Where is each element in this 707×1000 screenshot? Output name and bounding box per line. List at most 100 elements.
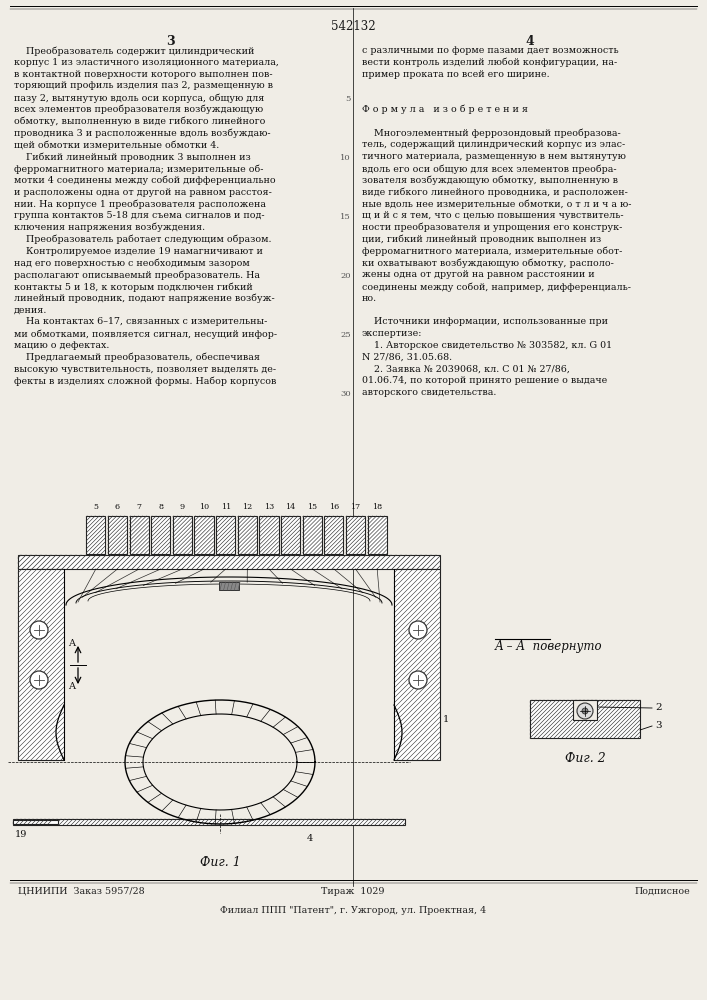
Bar [573, 700, 597, 720]
Text: Подписное: Подписное [634, 886, 690, 896]
Text: мотки 4 соединены между собой дифференциально: мотки 4 соединены между собой дифференци… [14, 176, 276, 185]
Text: вести контроль изделий любой конфигурации, на-: вести контроль изделий любой конфигураци… [362, 58, 617, 67]
Bar [281, 516, 300, 554]
Text: 8: 8 [158, 503, 163, 511]
Text: ми обмотками, появляется сигнал, несущий инфор-: ми обмотками, появляется сигнал, несущий… [14, 329, 277, 339]
Text: пазу 2, вытянутую вдоль оси корпуса, общую для: пазу 2, вытянутую вдоль оси корпуса, общ… [14, 93, 264, 103]
Text: Преобразователь работает следующим образом.: Преобразователь работает следующим образ… [14, 235, 271, 244]
Text: Источники информации, использованные при: Источники информации, использованные при [362, 317, 608, 326]
Text: Филиал ППП "Патент", г. Ужгород, ул. Проектная, 4: Филиал ППП "Патент", г. Ужгород, ул. Про… [220, 906, 486, 915]
Bar [151, 516, 170, 554]
Bar [530, 700, 640, 738]
Text: щей обмотки измерительные обмотки 4.: щей обмотки измерительные обмотки 4. [14, 140, 219, 150]
Text: Преобразователь содержит цилиндрический: Преобразователь содержит цилиндрический [14, 46, 255, 55]
Text: тичного материала, размещенную в нем вытянутую: тичного материала, размещенную в нем выт… [362, 152, 626, 161]
Bar [238, 516, 257, 554]
Text: располагают описываемый преобразователь. На: располагают описываемый преобразователь.… [14, 270, 260, 280]
Circle shape [409, 621, 427, 639]
Text: Ф о р м у л а   и з о б р е т е н и я: Ф о р м у л а и з о б р е т е н и я [362, 105, 528, 114]
Bar [368, 516, 387, 554]
Text: 10: 10 [199, 503, 209, 511]
Text: A: A [69, 639, 76, 648]
Bar [108, 516, 127, 554]
Text: 4: 4 [525, 35, 534, 48]
Text: тель, содержащий цилиндрический корпус из элас-: тель, содержащий цилиндрический корпус и… [362, 140, 625, 149]
Text: ЦНИИПИ  Заказ 5957/28: ЦНИИПИ Заказ 5957/28 [18, 886, 145, 896]
Circle shape [582, 708, 588, 714]
Circle shape [30, 621, 48, 639]
Text: авторского свидетельства.: авторского свидетельства. [362, 388, 496, 397]
Text: Фиг. 1: Фиг. 1 [199, 856, 240, 869]
Text: 25: 25 [340, 331, 351, 339]
Text: Предлагаемый преобразователь, обеспечивая: Предлагаемый преобразователь, обеспечива… [14, 353, 260, 362]
Text: 20: 20 [341, 272, 351, 280]
Text: ности преобразователя и упрощения его конструк-: ности преобразователя и упрощения его ко… [362, 223, 622, 232]
Text: корпус 1 из эластичного изоляционного материала,: корпус 1 из эластичного изоляционного ма… [14, 58, 279, 67]
Text: 30: 30 [340, 390, 351, 398]
Text: 13: 13 [264, 503, 274, 511]
Text: группа контактов 5-18 для съема сигналов и под-: группа контактов 5-18 для съема сигналов… [14, 211, 264, 220]
Text: экспертизе:: экспертизе: [362, 329, 423, 338]
Text: 4: 4 [307, 834, 313, 843]
Text: зователя возбуждающую обмотку, выполненную в: зователя возбуждающую обмотку, выполненн… [362, 176, 618, 185]
Text: 2: 2 [655, 704, 662, 712]
Text: 10: 10 [340, 154, 351, 162]
Text: Тираж  1029: Тираж 1029 [321, 886, 385, 896]
Bar [18, 569, 64, 760]
Text: 15: 15 [340, 213, 351, 221]
Circle shape [409, 671, 427, 689]
Text: 14: 14 [286, 503, 296, 511]
Text: фекты в изделиях сложной формы. Набор корпусов: фекты в изделиях сложной формы. Набор ко… [14, 376, 276, 386]
Text: 5: 5 [93, 503, 98, 511]
Text: А – А  повернуто: А – А повернуто [495, 640, 602, 653]
Text: 1. Авторское свидетельство № 303582, кл. G 01: 1. Авторское свидетельство № 303582, кл.… [362, 341, 612, 350]
Text: вдоль его оси общую для всех элементов преобра-: вдоль его оси общую для всех элементов п… [362, 164, 617, 174]
Text: 11: 11 [221, 503, 230, 511]
Text: виде гибкого линейного проводника, и расположен-: виде гибкого линейного проводника, и рас… [362, 188, 628, 197]
Bar [129, 516, 148, 554]
Text: над его поверхностью с необходимым зазором: над его поверхностью с необходимым зазор… [14, 258, 250, 268]
Text: ции, гибкий линейный проводник выполнен из: ции, гибкий линейный проводник выполнен … [362, 235, 601, 244]
Bar [13, 819, 405, 825]
Text: ферромагнитного материала, измерительные обот-: ферромагнитного материала, измерительные… [362, 247, 622, 256]
Text: 9: 9 [180, 503, 185, 511]
Text: 17: 17 [351, 503, 361, 511]
Bar [216, 516, 235, 554]
Text: 7: 7 [136, 503, 141, 511]
Text: с различными по форме пазами дает возможность: с различными по форме пазами дает возмож… [362, 46, 619, 55]
Text: пример проката по всей его ширине.: пример проката по всей его ширине. [362, 70, 549, 79]
Bar [18, 555, 440, 569]
Text: ключения напряжения возбуждения.: ключения напряжения возбуждения. [14, 223, 205, 232]
Text: дения.: дения. [14, 306, 47, 315]
Text: высокую чувствительность, позволяет выделять де-: высокую чувствительность, позволяет выде… [14, 365, 276, 374]
Text: ферромагнитного материала; измерительные об-: ферромагнитного материала; измерительные… [14, 164, 264, 174]
Bar [219, 582, 239, 590]
Text: но.: но. [362, 294, 377, 303]
Bar [303, 516, 322, 554]
Text: жены одна от другой на равном расстоянии и: жены одна от другой на равном расстоянии… [362, 270, 595, 279]
Text: Многоэлементный феррозондовый преобразова-: Многоэлементный феррозондовый преобразов… [362, 129, 621, 138]
Text: Контролируемое изделие 19 намагничивают и: Контролируемое изделие 19 намагничивают … [14, 247, 263, 256]
Text: 6: 6 [115, 503, 120, 511]
Text: N 27/86, 31.05.68.: N 27/86, 31.05.68. [362, 353, 452, 362]
Text: нии. На корпусе 1 преобразователя расположена: нии. На корпусе 1 преобразователя распол… [14, 199, 266, 209]
Text: Гибкий линейный проводник 3 выполнен из: Гибкий линейный проводник 3 выполнен из [14, 152, 251, 162]
Bar [325, 516, 344, 554]
Bar [86, 516, 105, 554]
Text: 3: 3 [655, 722, 662, 730]
Text: A: A [69, 682, 76, 691]
Text: соединены между собой, например, дифференциаль-: соединены между собой, например, диффере… [362, 282, 631, 292]
Text: контакты 5 и 18, к которым подключен гибкий: контакты 5 и 18, к которым подключен гиб… [14, 282, 252, 292]
Text: в контактной поверхности которого выполнен пов-: в контактной поверхности которого выполн… [14, 70, 273, 79]
Text: линейный проводник, подают напряжение возбуж-: линейный проводник, подают напряжение во… [14, 294, 275, 303]
Text: 1: 1 [443, 716, 449, 724]
Circle shape [30, 671, 48, 689]
Text: и расположены одна от другой на равном расстоя-: и расположены одна от другой на равном р… [14, 188, 272, 197]
Text: 18: 18 [372, 503, 382, 511]
Circle shape [577, 703, 593, 719]
Text: 16: 16 [329, 503, 339, 511]
Text: ки охватывают возбуждающую обмотку, располо-: ки охватывают возбуждающую обмотку, расп… [362, 258, 614, 268]
Text: На контактах 6–17, связанных с измерительны-: На контактах 6–17, связанных с измерител… [14, 317, 267, 326]
Text: 19: 19 [15, 830, 28, 839]
Text: 2. Заявка № 2039068, кл. C 01 № 27/86,: 2. Заявка № 2039068, кл. C 01 № 27/86, [362, 365, 570, 374]
